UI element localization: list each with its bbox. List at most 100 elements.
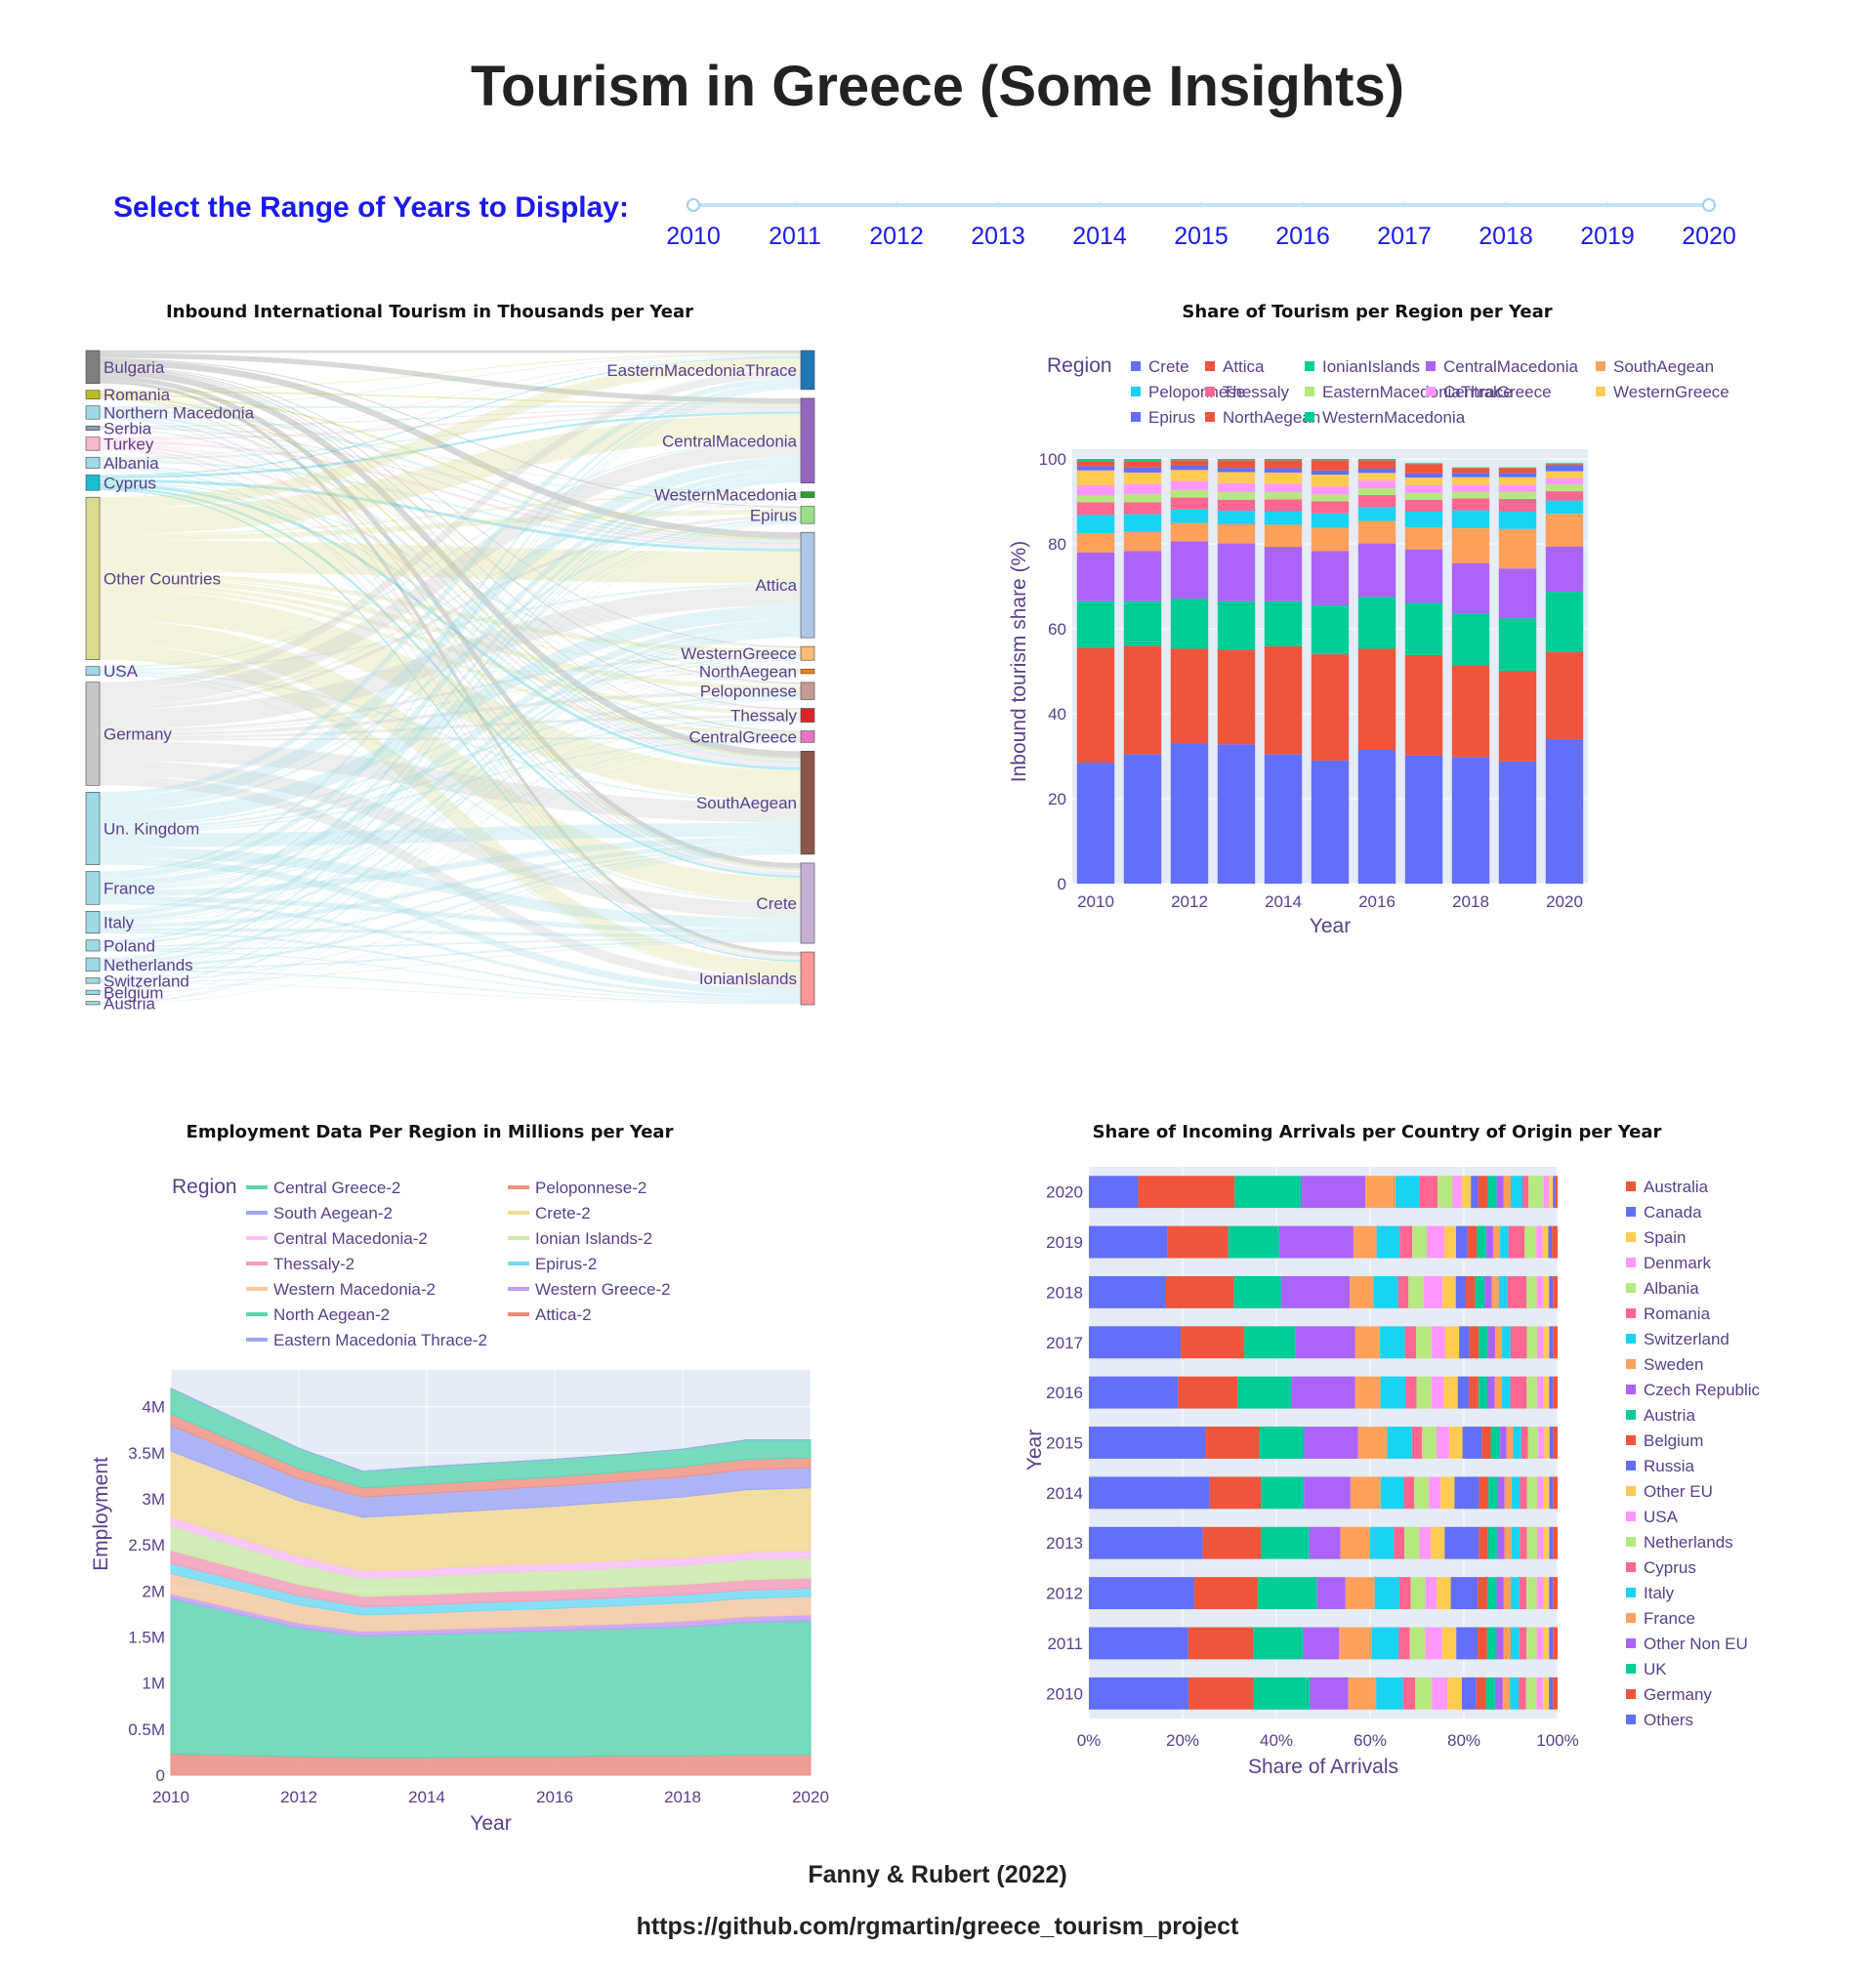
bar-other-eu-2013: [1430, 1526, 1445, 1559]
sankey-link: [99, 643, 802, 978]
bar-sweden-2019: [1492, 1225, 1501, 1259]
bar-stack-2010: [1076, 459, 1115, 884]
sankey-link: [99, 353, 802, 407]
bar-netherlands-2013: [1404, 1526, 1420, 1559]
legend-label-usa: USA: [1644, 1508, 1679, 1526]
bar-france-2011: [1339, 1627, 1372, 1660]
year-range-slider[interactable]: 2010 2011 2012 2013 2014 2015 2016 2017 2018 2019…: [635, 186, 1768, 254]
bar-row-2019: [1089, 1225, 1558, 1259]
bar-centralmacedonia-2013: [1217, 543, 1256, 601]
bar-centralgreece-2015: [1311, 486, 1350, 495]
source-node-albania: [85, 456, 101, 469]
sankey-link: [99, 659, 802, 965]
bar-switzerland-2016: [1501, 1376, 1511, 1409]
bar-easternmacedoniathrace-2014: [1264, 491, 1303, 500]
x-axis-title: Year: [1310, 915, 1351, 937]
legend-swatch-spain: [1626, 1232, 1636, 1242]
sankey-link: [99, 518, 802, 812]
bar-czech-republic-2014: [1497, 1476, 1505, 1510]
sankey-link: [99, 354, 802, 438]
slider-year-label: 2015: [1174, 223, 1229, 250]
bar-albania-2010: [1525, 1677, 1537, 1710]
bar-canada-2014: [1549, 1476, 1554, 1510]
bar-czech-republic-2016: [1487, 1376, 1495, 1409]
sankey-link: [99, 463, 802, 767]
bar-crete-2013: [1217, 744, 1256, 884]
legend-label-northaegean: NorthAegean: [1223, 408, 1320, 427]
bar-sweden-2012: [1503, 1577, 1512, 1610]
target-label-westernmacedonia: WesternMacedonia: [654, 486, 798, 505]
target-node-easternmacedoniathrace: [800, 350, 815, 391]
bar-southaegean-2011: [1123, 531, 1162, 552]
legend-swatch-romania: [1626, 1308, 1636, 1318]
y-tick-label: 80: [1048, 535, 1066, 554]
sankey-link: [99, 482, 802, 733]
bar-sweden-2020: [1503, 1176, 1511, 1209]
sankey-link: [99, 659, 802, 1004]
sankey-link: [99, 721, 802, 966]
legend-label-western-greece-2: Western Greece-2: [535, 1280, 671, 1299]
y-tick-label: 2013: [1046, 1534, 1083, 1553]
bar-czech-republic-2013: [1497, 1526, 1505, 1559]
bar-ionianislands-2011: [1123, 601, 1162, 646]
bar-usa-2012: [1425, 1577, 1438, 1610]
bar-other-eu-2016: [1443, 1376, 1458, 1409]
bar-others-2018: [1089, 1275, 1167, 1308]
y-tick-label: 2011: [1047, 1635, 1083, 1653]
bar-epirus-2020: [1545, 465, 1584, 472]
sankey-link: [99, 635, 802, 981]
slider-handle[interactable]: [687, 198, 700, 212]
slider-handle[interactable]: [1702, 198, 1716, 212]
y-tick-label: 2017: [1046, 1334, 1083, 1352]
bar-crete-2017: [1404, 755, 1443, 884]
bar-northaegean-2011: [1123, 461, 1162, 468]
bar-stack-2013: [1217, 459, 1256, 884]
y-tick-label: 1M: [142, 1675, 165, 1693]
bar-thessaly-2010: [1076, 502, 1115, 516]
bar-switzerland-2018: [1498, 1275, 1508, 1308]
bar-row-2011: [1089, 1627, 1558, 1660]
bar-others-2014: [1089, 1476, 1210, 1510]
bar-crete-2020: [1545, 739, 1584, 884]
y-tick-label: 0: [1058, 875, 1066, 893]
bar-stack-2012: [1170, 459, 1209, 884]
bar-austria-2016: [1478, 1376, 1488, 1409]
sankey-link: [99, 492, 802, 536]
bar-italy-2012: [1374, 1577, 1399, 1610]
bar-ionianislands-2015: [1311, 605, 1350, 655]
legend-label-north-aegean-2: North Aegean-2: [273, 1305, 390, 1324]
bar-cyprus-2016: [1405, 1376, 1417, 1409]
bar-stack-2011: [1123, 459, 1162, 884]
sankey-link: [99, 620, 802, 902]
target-label-southaegean: SouthAegean: [696, 794, 797, 812]
bar-other-eu-2019: [1444, 1225, 1456, 1259]
sankey-link: [99, 822, 802, 848]
sankey-link: [99, 394, 802, 760]
bar-centralgreece-2019: [1498, 484, 1537, 492]
legend-swatch-netherlands: [1626, 1537, 1636, 1547]
bar-others-2012: [1089, 1577, 1194, 1610]
footer-url[interactable]: https://github.com/rgmartin/greece_touri…: [636, 1913, 1239, 1940]
bar-romania-2011: [1519, 1627, 1526, 1660]
slider-year-label: 2017: [1377, 223, 1432, 250]
y-tick-label: 60: [1048, 620, 1066, 639]
bar-northaegean-2013: [1217, 460, 1256, 469]
bar-australia-2011: [1553, 1627, 1558, 1660]
bar-usa-2019: [1426, 1225, 1445, 1259]
bar-westernmacedonia-2011: [1123, 459, 1162, 462]
sankey-link: [99, 671, 802, 737]
bar-uk-2012: [1258, 1577, 1317, 1610]
bar-attica-2016: [1357, 648, 1396, 750]
bar-westernmacedonia-2010: [1076, 459, 1115, 462]
bar-centralgreece-2020: [1545, 477, 1584, 485]
legend-label-epirus-2: Epirus-2: [535, 1255, 597, 1273]
arrivals-share-chart: Share of Incoming Arrivals per Country o…: [1023, 1122, 1761, 1778]
bar-austria-2014: [1488, 1476, 1498, 1510]
bar-czech-republic-2012: [1496, 1577, 1504, 1610]
bar-australia-2015: [1553, 1427, 1558, 1459]
employment-chart: Employment Data Per Region in Millions p…: [90, 1122, 829, 1835]
bar-crete-2011: [1123, 754, 1162, 884]
sankey-link: [99, 671, 802, 733]
bar-cyprus-2012: [1398, 1577, 1411, 1610]
sankey-link: [99, 736, 802, 741]
